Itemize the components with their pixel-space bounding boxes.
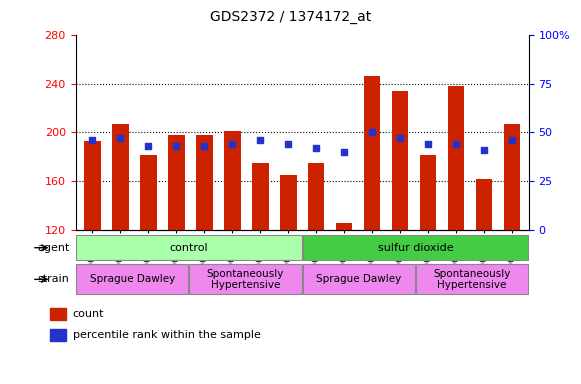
Text: agent: agent — [37, 243, 70, 253]
Bar — [419, 154, 436, 230]
Text: count: count — [73, 309, 104, 319]
Bar — [50, 329, 66, 341]
Point — [479, 147, 489, 153]
Bar — [224, 131, 241, 230]
Point — [311, 145, 321, 151]
Point — [507, 137, 517, 143]
Text: Spontaneously
Hypertensive: Spontaneously Hypertensive — [207, 268, 284, 290]
Text: percentile rank within the sample: percentile rank within the sample — [73, 330, 260, 340]
Text: control: control — [170, 243, 208, 253]
Bar — [504, 124, 521, 230]
Bar — [76, 264, 188, 295]
Text: sulfur dioxide: sulfur dioxide — [378, 243, 453, 253]
Bar — [303, 235, 528, 260]
Point — [284, 141, 293, 147]
Bar — [196, 135, 213, 230]
Text: GDS2372 / 1374172_at: GDS2372 / 1374172_at — [210, 10, 371, 23]
Bar — [50, 308, 66, 320]
Bar — [189, 264, 302, 295]
Text: Sprague Dawley: Sprague Dawley — [89, 274, 175, 285]
Text: Sprague Dawley: Sprague Dawley — [316, 274, 401, 285]
Bar — [447, 86, 464, 230]
Bar — [112, 124, 128, 230]
Point — [424, 141, 433, 147]
Text: strain: strain — [38, 274, 70, 285]
Point — [171, 143, 181, 149]
Bar — [364, 76, 381, 230]
Point — [451, 141, 461, 147]
Point — [199, 143, 209, 149]
Text: Spontaneously
Hypertensive: Spontaneously Hypertensive — [433, 268, 511, 290]
Bar — [308, 163, 325, 230]
Bar — [252, 163, 268, 230]
Point — [396, 135, 405, 141]
Bar — [140, 154, 157, 230]
Point — [88, 137, 97, 143]
Point — [367, 129, 376, 136]
Point — [339, 149, 349, 155]
Point — [116, 135, 125, 141]
Bar — [303, 264, 415, 295]
Bar — [279, 175, 296, 230]
Point — [228, 141, 237, 147]
Bar — [336, 223, 353, 230]
Bar — [392, 91, 408, 230]
Point — [256, 137, 265, 143]
Bar — [476, 179, 492, 230]
Bar — [416, 264, 528, 295]
Bar — [84, 141, 101, 230]
Bar — [76, 235, 302, 260]
Bar — [168, 135, 185, 230]
Point — [144, 143, 153, 149]
